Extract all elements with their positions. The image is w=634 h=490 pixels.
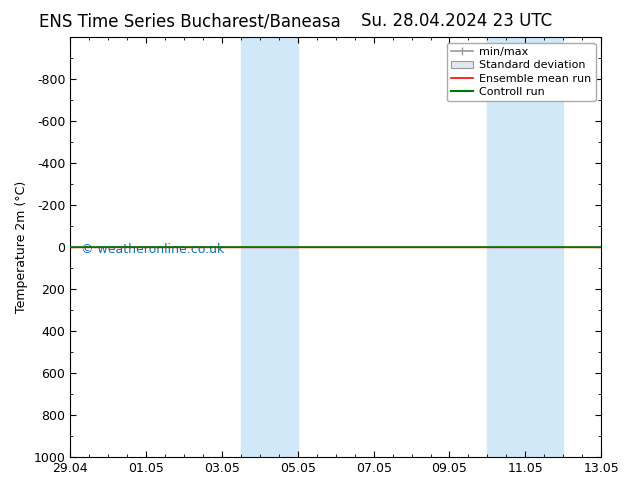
Y-axis label: Temperature 2m (°C): Temperature 2m (°C) [15,181,28,313]
Bar [241,37,298,457]
Text: © weatheronline.co.uk: © weatheronline.co.uk [81,243,224,256]
Bar [488,37,563,457]
Text: ENS Time Series Bucharest/Baneasa: ENS Time Series Bucharest/Baneasa [39,12,341,30]
Legend: min/max, Standard deviation, Ensemble mean run, Controll run: min/max, Standard deviation, Ensemble me… [446,43,595,101]
Text: Su. 28.04.2024 23 UTC: Su. 28.04.2024 23 UTC [361,12,552,30]
